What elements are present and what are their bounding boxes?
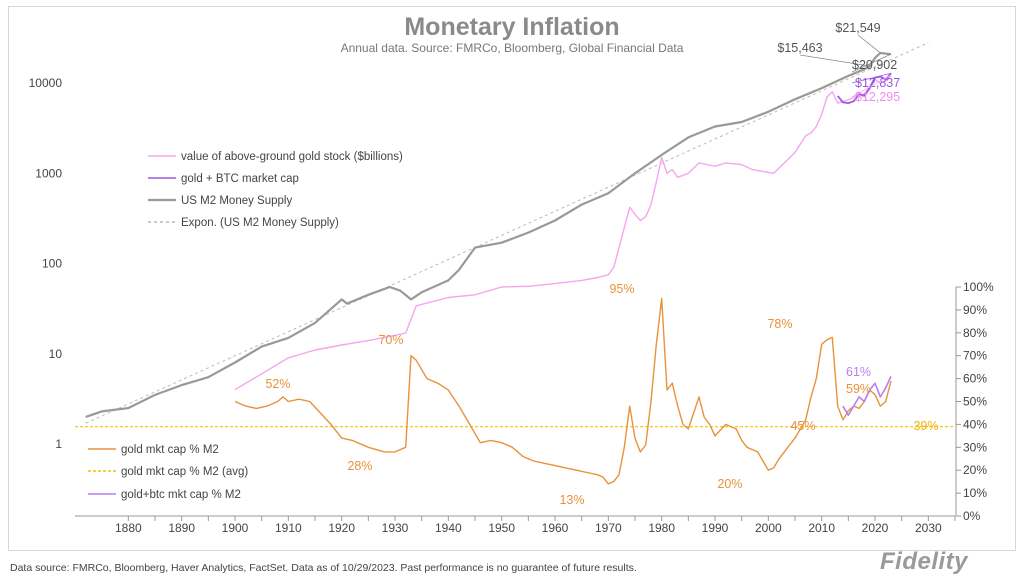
annotation-pct: 61%	[846, 365, 871, 379]
chart-title: Monetary Inflation	[404, 13, 619, 41]
annotation-pct: 70%	[378, 333, 403, 347]
legend-label: gold+btc mkt cap % M2	[121, 489, 241, 501]
y-left-tick-label: 100	[42, 257, 62, 271]
y-right-tick-label: 30%	[963, 440, 987, 454]
annotation-leader	[799, 54, 870, 67]
annotation-pct: 78%	[767, 317, 792, 331]
chart-frame	[8, 6, 1016, 551]
x-tick-label: 1940	[435, 521, 462, 535]
legend-label: gold mkt cap % M2 (avg)	[121, 466, 248, 478]
x-tick-label: 1980	[648, 521, 675, 535]
annotation-leader	[857, 34, 881, 54]
annotation-m2: $15,463	[777, 41, 822, 55]
annotation-pct: 20%	[717, 477, 742, 491]
series-line-expon-us-m2-money-supply	[85, 42, 929, 424]
annotation-leader	[851, 74, 892, 98]
x-tick-label: 1970	[595, 521, 622, 535]
x-tick-label: 2030	[915, 521, 942, 535]
y-left-tick-label: 10	[49, 347, 63, 361]
y-left-tick-label: 1000	[35, 166, 62, 180]
annotation-pct: 28%	[347, 459, 372, 473]
legend-label: US M2 Money Supply	[181, 195, 292, 207]
legend-label: value of above-ground gold stock ($billi…	[181, 151, 403, 163]
footer-note: Data source: FMRCo, Bloomberg, Haver Ana…	[10, 562, 637, 574]
series-line-value-of-above-ground-gold-stock-billions	[234, 74, 892, 391]
annotation-pct: 13%	[559, 493, 584, 507]
x-tick-label: 1960	[542, 521, 569, 535]
y-right-tick-label: 90%	[963, 303, 987, 317]
annotation-pct: 45%	[790, 419, 815, 433]
annotation-pct: 95%	[609, 282, 634, 296]
y-right-tick-label: 70%	[963, 349, 987, 363]
y-left-tick-label: 10000	[29, 76, 63, 90]
series-line-gold-mkt-cap-m2	[234, 297, 892, 485]
legend-label: gold + BTC market cap	[181, 173, 299, 185]
annotation-pct: 52%	[265, 377, 290, 391]
y-right-tick-label: 80%	[963, 326, 987, 340]
x-tick-label: 1900	[222, 521, 249, 535]
x-tick-label: 1880	[115, 521, 142, 535]
y-right-tick-label: 10%	[963, 486, 987, 500]
annotation-leader	[851, 53, 892, 73]
series-line-us-m2-money-supply	[85, 51, 892, 418]
legend-label: Expon. (US M2 Money Supply)	[181, 217, 339, 229]
annotation-m2: $21,549	[835, 21, 880, 35]
x-tick-label: 1910	[275, 521, 302, 535]
annotation-gold: $12,295	[855, 90, 900, 104]
x-tick-label: 2020	[862, 521, 889, 535]
chart-subtitle: Annual data. Source: FMRCo, Bloomberg, G…	[341, 41, 684, 55]
annotation-m2: $20,902	[852, 58, 897, 72]
annotation-leader	[851, 72, 892, 84]
y-left-tick-label: 1	[55, 437, 62, 451]
x-tick-label: 1890	[168, 521, 195, 535]
x-tick-label: 1920	[328, 521, 355, 535]
x-tick-label: 2000	[755, 521, 782, 535]
x-tick-label: 1990	[702, 521, 729, 535]
y-right-tick-label: 60%	[963, 372, 987, 386]
series-line-gold-btc-market-cap	[837, 72, 892, 104]
x-tick-label: 1930	[382, 521, 409, 535]
fidelity-logo: Fidelity	[880, 548, 969, 575]
y-right-tick-label: 20%	[963, 463, 987, 477]
annotation-pct: 59%	[846, 382, 871, 396]
annotation-gold-btc: $12,837	[855, 76, 900, 90]
x-tick-label: 1950	[488, 521, 515, 535]
y-right-tick-label: 0%	[963, 509, 981, 523]
legend-label: gold mkt cap % M2	[121, 444, 219, 456]
x-tick-label: 2010	[808, 521, 835, 535]
annotation-pct: 39%	[913, 419, 938, 433]
series-line-gold-btc-mkt-cap-m2	[842, 375, 892, 417]
y-right-tick-label: 50%	[963, 395, 987, 409]
y-right-tick-label: 40%	[963, 417, 987, 431]
y-right-tick-label: 100%	[963, 280, 994, 294]
